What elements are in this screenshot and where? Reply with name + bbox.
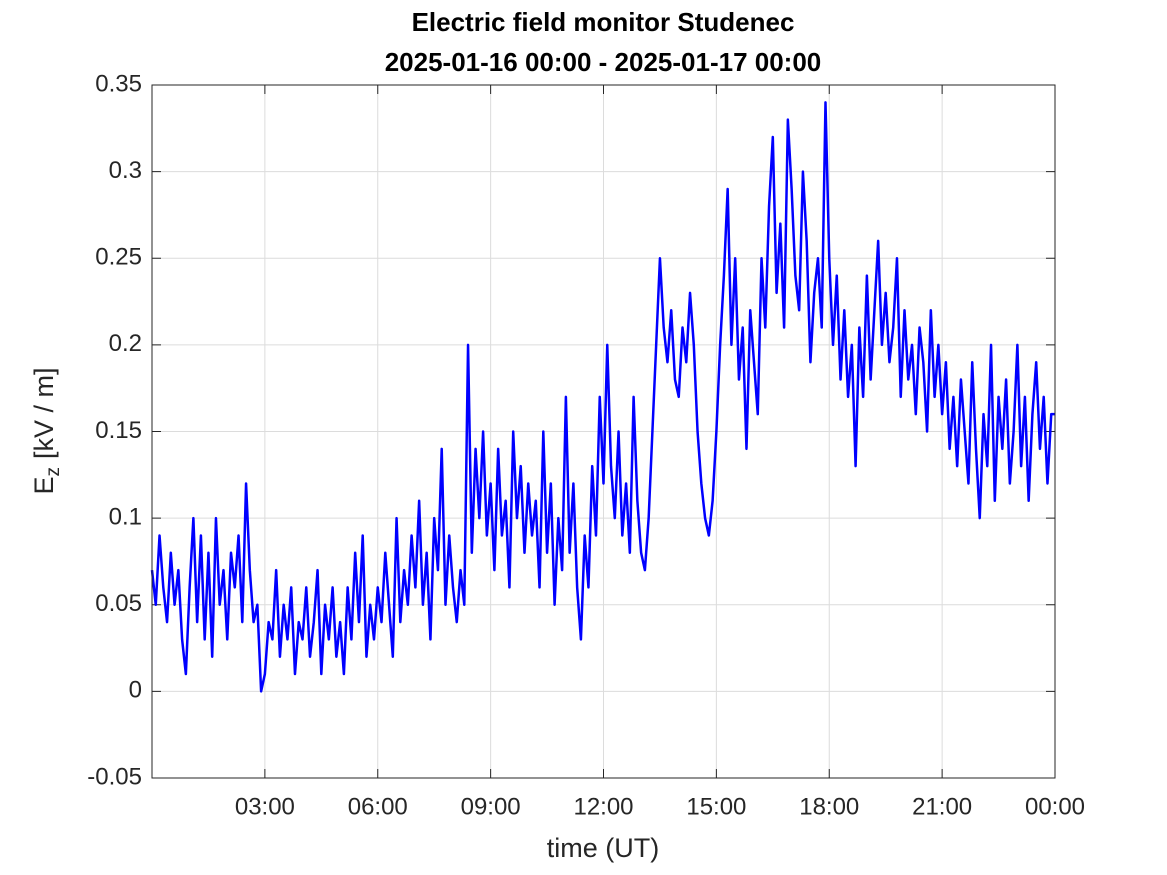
y-tick-label: 0.35: [95, 70, 142, 97]
chart-subtitle: 2025-01-16 00:00 - 2025-01-17 00:00: [385, 47, 822, 77]
x-tick-label: 00:00: [1025, 793, 1085, 820]
y-tick-label: 0.3: [109, 157, 142, 184]
x-tick-label: 06:00: [348, 793, 408, 820]
y-tick-label: 0.2: [109, 330, 142, 357]
x-tick-label: 09:00: [461, 793, 521, 820]
y-tick-label: 0: [129, 677, 142, 704]
y-tick-label: 0.15: [95, 417, 142, 444]
x-tick-label: 18:00: [799, 793, 859, 820]
y-label-unit: [kV / m]: [29, 367, 59, 459]
axes-box: [151, 84, 1056, 779]
x-tick-label: 12:00: [573, 793, 633, 820]
y-tick-label: 0.1: [109, 503, 142, 530]
x-tick-label: 03:00: [235, 793, 295, 820]
y-tick-label: 0.25: [95, 244, 142, 271]
chart-title: Electric field monitor Studenec: [412, 7, 795, 37]
y-tick-label: -0.05: [87, 763, 142, 790]
x-tick-label: 21:00: [912, 793, 972, 820]
x-axis-label: time (UT): [547, 833, 659, 863]
y-axis-label: Ez [kV / m]: [29, 367, 64, 494]
data-line: [150, 101, 1055, 693]
y-label-subscript: z: [43, 467, 64, 477]
y-label-symbol: E: [29, 477, 59, 495]
y-tick-label: 0.05: [95, 590, 142, 617]
x-tick-label: 15:00: [686, 793, 746, 820]
